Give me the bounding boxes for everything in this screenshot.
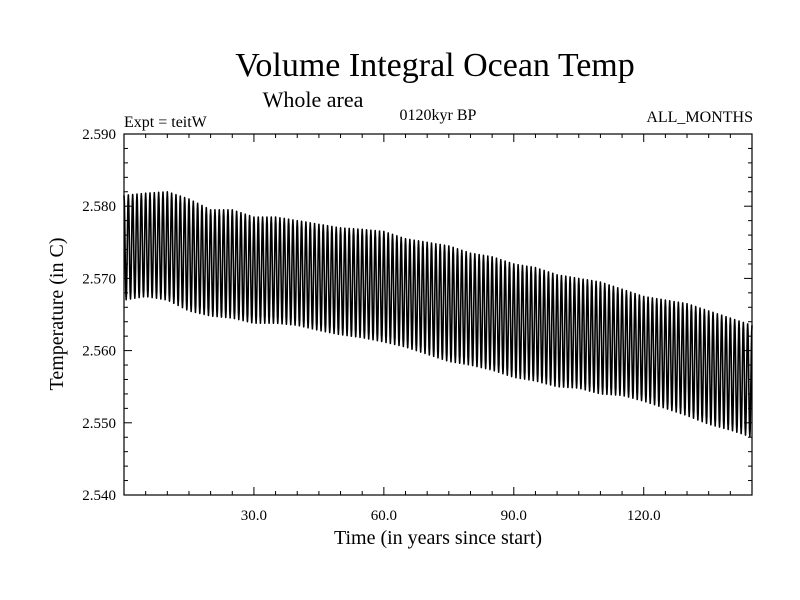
period-label: 0120kyr BP <box>400 107 477 124</box>
y-tick-label: 2.570 <box>82 271 116 287</box>
y-tick-label: 2.580 <box>82 199 116 215</box>
y-tick-label: 2.560 <box>82 344 116 360</box>
chart-subtitle: Whole area <box>263 87 364 112</box>
experiment-label: Expt = teitW <box>124 114 208 131</box>
y-tick-label: 2.590 <box>82 127 116 143</box>
x-tick-label: 30.0 <box>241 508 267 524</box>
y-axis-label: Temperature (in C) <box>46 238 68 391</box>
chart-title: Volume Integral Ocean Temp <box>235 47 635 84</box>
months-label: ALL_MONTHS <box>646 109 753 126</box>
plot-frame <box>123 133 753 496</box>
y-tick-label: 2.540 <box>82 488 116 504</box>
x-tick-label: 90.0 <box>501 508 527 524</box>
plot-area <box>123 133 753 496</box>
axis-ticks: 30.0 60.0 90.0 120.0 2.540 2.550 2.560 2.570 2.5… <box>82 127 752 524</box>
x-tick-label: 120.0 <box>627 508 661 524</box>
x-tick-label: 60.0 <box>371 508 397 524</box>
x-axis-label: Time (in years since start) <box>334 527 542 549</box>
series-line <box>123 190 753 438</box>
y-tick-label: 2.550 <box>82 416 116 432</box>
